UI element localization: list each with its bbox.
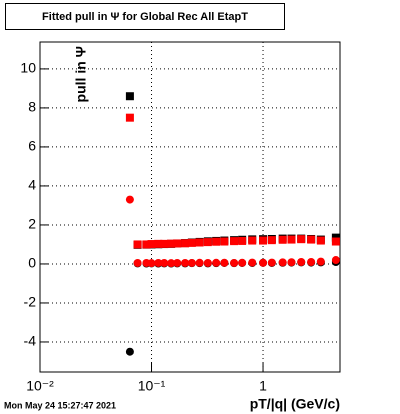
point bbox=[212, 258, 221, 267]
timestamp: Mon May 24 15:27:47 2021 bbox=[4, 400, 116, 410]
point bbox=[307, 258, 316, 266]
point bbox=[167, 259, 176, 268]
point bbox=[203, 258, 212, 267]
point bbox=[173, 239, 182, 248]
plot-frame bbox=[39, 41, 341, 373]
point bbox=[203, 238, 212, 247]
point bbox=[331, 237, 340, 246]
y-tick-label: 2 bbox=[28, 216, 36, 232]
y-tick-label: 10 bbox=[20, 60, 36, 76]
x-axis-label: pT/|q| (GeV/c) bbox=[250, 396, 340, 412]
point bbox=[297, 235, 306, 244]
y-tick-label: -4 bbox=[24, 333, 37, 349]
title-box bbox=[5, 3, 285, 30]
point bbox=[267, 236, 276, 245]
point bbox=[316, 257, 325, 266]
point bbox=[212, 237, 221, 246]
point bbox=[142, 240, 151, 249]
point bbox=[238, 258, 247, 267]
point bbox=[195, 238, 204, 247]
point bbox=[160, 258, 169, 267]
point bbox=[230, 237, 239, 246]
point bbox=[316, 236, 325, 245]
y-tick-label: -2 bbox=[24, 294, 37, 310]
point bbox=[125, 347, 134, 356]
point bbox=[278, 235, 287, 244]
point bbox=[167, 239, 176, 248]
point bbox=[187, 238, 196, 247]
y-tick-label: 6 bbox=[28, 138, 36, 154]
point bbox=[195, 258, 204, 267]
point bbox=[181, 258, 190, 267]
point bbox=[238, 236, 247, 245]
point bbox=[173, 258, 182, 267]
point bbox=[147, 240, 156, 249]
point bbox=[125, 92, 134, 101]
point bbox=[259, 258, 268, 267]
y-tick-label: 8 bbox=[28, 99, 36, 115]
point bbox=[133, 240, 142, 249]
x-tick-label: 1 bbox=[259, 378, 267, 394]
y-tick-label: 4 bbox=[28, 177, 36, 193]
point bbox=[248, 236, 257, 245]
x-tick-label: 10⁻¹ bbox=[138, 378, 166, 394]
point bbox=[278, 258, 287, 267]
point bbox=[154, 239, 163, 248]
point bbox=[220, 237, 229, 246]
point bbox=[125, 195, 134, 204]
point bbox=[287, 235, 296, 244]
point bbox=[147, 259, 156, 268]
point bbox=[125, 113, 134, 122]
point bbox=[181, 239, 190, 248]
x-tick-label: 10⁻² bbox=[26, 378, 54, 394]
point bbox=[248, 258, 257, 267]
y-axis-label: pull in Ψ bbox=[73, 46, 89, 102]
point bbox=[160, 239, 169, 248]
y-tick-label: 0 bbox=[28, 255, 36, 271]
point bbox=[331, 256, 340, 265]
point bbox=[267, 258, 276, 267]
point bbox=[220, 258, 229, 267]
point bbox=[133, 258, 142, 267]
point bbox=[297, 258, 306, 266]
point bbox=[307, 235, 316, 244]
point bbox=[230, 258, 239, 267]
chart-title: Fitted pull in Ψ for Global Rec All Etap… bbox=[42, 11, 248, 23]
point bbox=[259, 236, 268, 245]
point bbox=[187, 258, 196, 267]
point bbox=[287, 258, 296, 267]
point bbox=[154, 258, 163, 267]
